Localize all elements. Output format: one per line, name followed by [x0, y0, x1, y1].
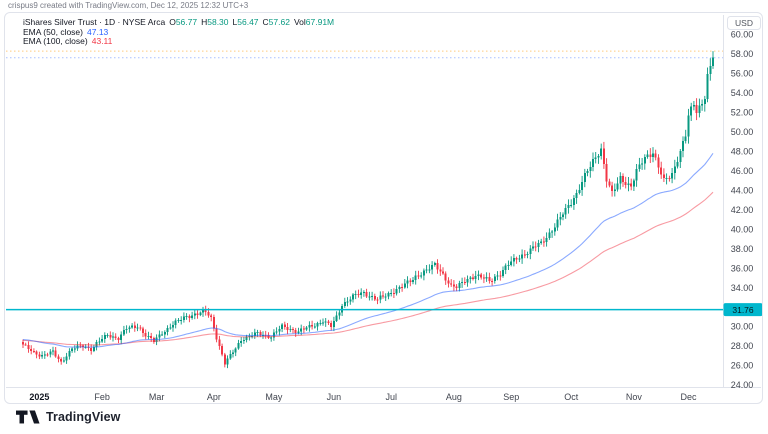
ohlc-key: C [262, 17, 269, 27]
svg-text:28.00: 28.00 [731, 341, 754, 351]
svg-text:42.00: 42.00 [731, 205, 754, 215]
svg-text:44.00: 44.00 [731, 185, 754, 195]
ohlc-values: O56.77 H58.30 L56.47 C57.62 Vol67.91M [165, 17, 334, 27]
svg-text:56.00: 56.00 [731, 69, 754, 79]
svg-text:36.00: 36.00 [731, 263, 754, 273]
ema100-value: 43.11 [91, 36, 113, 46]
ema100-label: EMA (100, close) [23, 36, 88, 46]
ohlc-value: 56.77 [175, 17, 198, 27]
svg-text:2025: 2025 [29, 392, 49, 402]
footer-brand[interactable]: TradingView [16, 409, 121, 425]
ohlc-key: L [232, 17, 238, 27]
chart-card: USD 60.00 58.00 56.00 54.00 52.00 50.00 48.00 46… [4, 12, 763, 404]
svg-text:40.00: 40.00 [731, 224, 754, 234]
svg-text:46.00: 46.00 [731, 166, 754, 176]
svg-text:May: May [265, 392, 283, 402]
svg-text:52.00: 52.00 [731, 107, 754, 117]
ohlc-value: 58.30 [207, 17, 229, 27]
svg-text:Oct: Oct [564, 392, 579, 402]
brand-wordmark: TradingView [46, 410, 121, 424]
svg-text:Dec: Dec [680, 392, 697, 402]
attribution-text: crispus9 created with TradingView.com, D… [8, 1, 249, 10]
svg-text:Jul: Jul [385, 392, 397, 402]
svg-text:58.00: 58.00 [731, 49, 754, 59]
svg-text:50.00: 50.00 [731, 127, 754, 137]
ohlc-value: 56.47 [237, 17, 259, 27]
ema50-label: EMA (50, close) [23, 26, 83, 37]
svg-text:48.00: 48.00 [731, 146, 754, 156]
symbol-row[interactable]: iShares Silver Trust · 1D · NYSE Arca O56… [23, 17, 334, 28]
ohlc-key: O [169, 17, 176, 27]
svg-text:Sep: Sep [503, 392, 519, 402]
svg-text:Nov: Nov [626, 392, 643, 402]
svg-text:60.00: 60.00 [731, 30, 754, 40]
svg-text:38.00: 38.00 [731, 244, 754, 254]
svg-text:Apr: Apr [207, 392, 221, 402]
ohlc-key: Vol [293, 17, 306, 27]
ema50-row[interactable]: EMA (50, close) 47.13 [23, 26, 334, 38]
svg-text:Jun: Jun [327, 392, 342, 402]
svg-text:34.00: 34.00 [731, 283, 754, 293]
ema50-value: 47.13 [87, 26, 109, 37]
svg-text:24.00: 24.00 [731, 380, 754, 390]
svg-text:Mar: Mar [149, 392, 165, 402]
ema100-row[interactable]: EMA (100, close) 43.11 [23, 36, 334, 47]
svg-text:Feb: Feb [94, 392, 110, 402]
svg-text:USD: USD [735, 18, 753, 28]
ohlc-key: H [201, 17, 208, 27]
chart-legend: iShares Silver Trust · 1D · NYSE Arca O56… [23, 17, 334, 47]
ohlc-value: 57.62 [268, 17, 290, 27]
svg-text:26.00: 26.00 [731, 361, 754, 371]
ohlc-value: 67.91M [305, 17, 335, 27]
tradingview-logo-icon [16, 410, 40, 424]
svg-text:Aug: Aug [446, 392, 462, 402]
svg-text:54.00: 54.00 [731, 88, 754, 98]
symbol-title[interactable]: iShares Silver Trust · 1D · NYSE Arca [23, 17, 166, 27]
svg-text:31.76: 31.76 [732, 305, 754, 315]
svg-text:30.00: 30.00 [731, 322, 754, 332]
price-chart-canvas[interactable]: USD 60.00 58.00 56.00 54.00 52.00 50.00 48.00 46… [5, 13, 762, 403]
